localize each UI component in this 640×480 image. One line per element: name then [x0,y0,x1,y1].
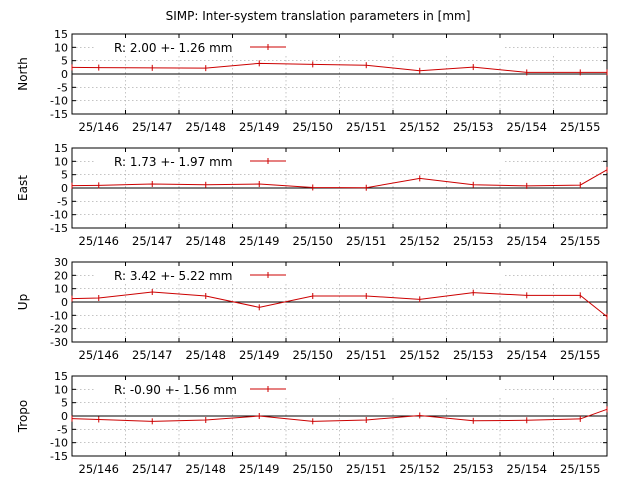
x-tick-label: 25/155 [560,462,600,476]
x-tick-label: 25/148 [186,348,226,362]
y-tick-label: 30 [54,256,68,269]
x-tick-label: 25/151 [346,348,386,362]
y-tick-label: 5 [61,397,68,410]
x-tick-label: 25/149 [239,234,279,248]
x-tick-label: 25/149 [239,462,279,476]
y-tick-label: -15 [50,108,68,121]
x-tick-label: 25/147 [132,348,172,362]
x-tick-label: 25/153 [453,348,493,362]
y-axis-label: Tropo [16,400,30,434]
y-tick-label: -5 [57,423,68,436]
x-tick-label: 25/155 [560,120,600,134]
y-tick-label: 0 [61,182,68,195]
y-tick-label: -30 [50,336,68,349]
x-tick-label: 25/147 [132,120,172,134]
x-tick-label: 25/149 [239,348,279,362]
legend-label: R: 1.73 +- 1.97 mm [114,155,232,169]
y-tick-label: 15 [54,370,68,383]
y-tick-label: 15 [54,142,68,155]
legend-label: R: 2.00 +- 1.26 mm [114,41,232,55]
x-tick-label: 25/147 [132,462,172,476]
x-tick-label: 25/148 [186,234,226,248]
x-tick-label: 25/154 [507,462,547,476]
x-tick-label: 25/151 [346,234,386,248]
y-tick-label: -10 [50,437,68,450]
y-tick-label: -15 [50,222,68,235]
y-tick-label: 10 [54,155,68,168]
series-line [71,169,608,189]
x-tick-label: 25/153 [453,462,493,476]
y-tick-label: 0 [61,68,68,81]
x-tick-label: 25/147 [132,234,172,248]
y-tick-label: -15 [50,450,68,463]
y-axis-label: Up [16,294,30,310]
x-tick-label: 25/148 [186,120,226,134]
y-tick-label: -10 [50,309,68,322]
x-tick-label: 25/152 [400,348,440,362]
y-tick-label: -20 [50,323,68,336]
legend-label: R: 3.42 +- 5.22 mm [114,269,232,283]
y-tick-label: 10 [54,41,68,54]
y-axis-label: North [16,57,30,91]
x-tick-label: 25/146 [79,120,119,134]
series-line [71,62,607,73]
y-axis-label: East [16,175,30,201]
x-tick-label: 25/154 [507,234,547,248]
x-tick-label: 25/150 [293,462,333,476]
x-tick-label: 25/150 [293,348,333,362]
y-tick-label: 0 [61,410,68,423]
x-tick-label: 25/149 [239,120,279,134]
y-tick-label: 5 [61,55,68,68]
x-tick-label: 25/150 [293,120,333,134]
x-tick-label: 25/152 [400,234,440,248]
legend-label: R: -0.90 +- 1.56 mm [114,383,237,397]
x-tick-label: 25/150 [293,234,333,248]
y-tick-label: -10 [50,209,68,222]
x-tick-label: 25/155 [560,234,600,248]
x-tick-label: 25/152 [400,462,440,476]
y-tick-label: -10 [50,95,68,108]
x-tick-label: 25/153 [453,234,493,248]
chart-title: SIMP: Inter-system translation parameter… [166,9,471,23]
y-tick-label: 20 [54,269,68,282]
series-line [71,291,608,318]
y-tick-label: -5 [57,81,68,94]
x-tick-label: 25/155 [560,348,600,362]
y-tick-label: 10 [54,283,68,296]
x-tick-label: 25/151 [346,120,386,134]
x-tick-label: 25/154 [507,120,547,134]
x-tick-label: 25/154 [507,348,547,362]
y-tick-label: 10 [54,383,68,396]
x-tick-label: 25/146 [79,462,119,476]
y-tick-label: 5 [61,169,68,182]
x-tick-label: 25/146 [79,348,119,362]
x-tick-label: 25/146 [79,234,119,248]
x-tick-label: 25/148 [186,462,226,476]
y-tick-label: 15 [54,28,68,41]
x-tick-label: 25/153 [453,120,493,134]
x-tick-label: 25/151 [346,462,386,476]
series-line [71,408,608,422]
y-tick-label: -5 [57,195,68,208]
y-tick-label: 0 [61,296,68,309]
x-tick-label: 25/152 [400,120,440,134]
